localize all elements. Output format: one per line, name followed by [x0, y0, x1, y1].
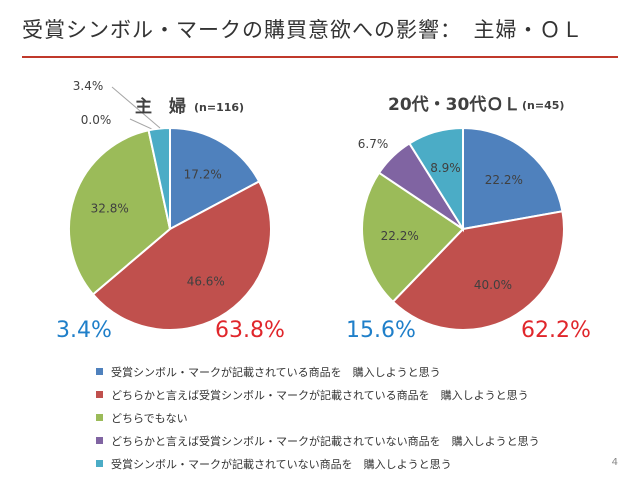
- pie1-title-n: (n=45): [522, 99, 564, 112]
- legend-label-4: どちらかと言えば受賞シンボル・マークが記載されていない商品を 購入しようと思う: [111, 434, 540, 448]
- pie0-summary-right: 63.8%: [215, 318, 285, 343]
- pie1-summary-left: 15.6%: [346, 318, 416, 343]
- legend-item-1: 受賞シンボル・マークが記載されている商品を 購入しようと思う: [96, 360, 540, 383]
- legend: 受賞シンボル・マークが記載されている商品を 購入しようと思う どちらかと言えば受…: [96, 360, 540, 475]
- pie1-label-2: 40.0%: [474, 278, 512, 292]
- pie-chart-ol: 22.2% 40.0% 22.2% 6.7% 8.9%: [358, 126, 565, 331]
- pie0-summary-left: 3.4%: [56, 318, 112, 343]
- pie0-label-1: 17.2%: [184, 167, 222, 181]
- pie0-label-5: 3.4%: [73, 79, 104, 93]
- pie0-slice-3: [68, 129, 172, 296]
- legend-swatch-1: [96, 368, 103, 375]
- pie1-slice-1: [462, 126, 564, 231]
- pie0-slice-2: [91, 180, 272, 331]
- legend-item-2: どちらかと言えば受賞シンボル・マークが記載されている商品を 購入しようと思う: [96, 383, 540, 406]
- slide-title: 受賞シンボル・マークの購買意欲への影響： 主婦・ＯＬ: [22, 18, 584, 42]
- pie1-label-1: 22.2%: [485, 173, 523, 187]
- legend-swatch-5: [96, 460, 103, 467]
- pie0-slice-5: [147, 126, 171, 230]
- legend-item-3: どちらでもない: [96, 406, 540, 429]
- pie0-label-3: 32.8%: [91, 202, 129, 216]
- pie0-leader-4: [129, 118, 155, 131]
- legend-item-4: どちらかと言えば受賞シンボル・マークが記載されていない商品を 購入しようと思う: [96, 429, 540, 452]
- pie0-label-2: 46.6%: [187, 275, 225, 289]
- legend-label-2: どちらかと言えば受賞シンボル・マークが記載されている商品を 購入しようと思う: [111, 388, 529, 402]
- pie0-title-n: (n=116): [194, 101, 244, 114]
- page-number: 4: [611, 457, 618, 468]
- pie1-title-main: 20代・30代ＯＬ: [388, 94, 520, 115]
- pie1-label-4: 6.7%: [358, 137, 389, 151]
- pie-chart-housewives: 17.2% 46.6% 32.8% 0.0% 3.4%: [68, 79, 272, 331]
- legend-label-3: どちらでもない: [111, 411, 188, 425]
- title-underline: [22, 56, 618, 58]
- legend-swatch-3: [96, 414, 103, 421]
- pie1-slice-5: [408, 126, 464, 233]
- pie0-slice-1: [169, 126, 261, 231]
- pie1-slice-2: [391, 210, 565, 331]
- pie1-summary-right: 62.2%: [521, 318, 591, 343]
- pie1-label-5: 8.9%: [430, 161, 461, 175]
- pie0-title-main: 主 婦: [135, 96, 186, 117]
- legend-swatch-4: [96, 437, 103, 444]
- legend-swatch-2: [96, 391, 103, 398]
- pie1-slice-3: [361, 171, 465, 304]
- pie1-label-3: 22.2%: [381, 229, 419, 243]
- legend-label-5: 受賞シンボル・マークが記載されていない商品を 購入しようと思う: [111, 457, 452, 471]
- legend-label-1: 受賞シンボル・マークが記載されている商品を 購入しようと思う: [111, 365, 441, 379]
- pie0-leader-5: [111, 86, 161, 129]
- legend-item-5: 受賞シンボル・マークが記載されていない商品を 購入しようと思う: [96, 452, 540, 475]
- pie0-label-4: 0.0%: [81, 113, 112, 127]
